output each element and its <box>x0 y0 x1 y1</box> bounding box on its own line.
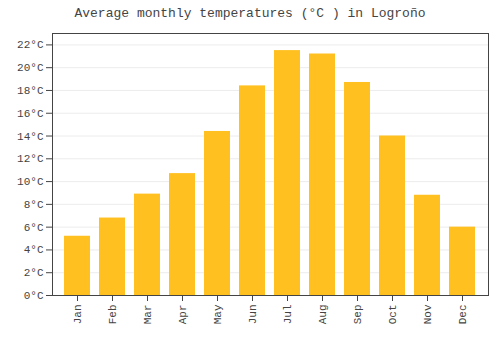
html-text:Average monthly temperatures (: Average monthly temperatures (°C ) in Lo… <box>74 6 426 21</box>
svg-text:Jul: Jul <box>282 305 294 325</box>
svg-text:Dec: Dec <box>457 305 469 325</box>
svg-text:18°C: 18°C <box>17 85 44 97</box>
svg-text:0°C: 0°C <box>24 290 44 302</box>
svg-text:Jun: Jun <box>247 305 259 325</box>
svg-text:Sep: Sep <box>352 305 364 325</box>
svg-text:Aug: Aug <box>317 305 329 325</box>
svg-text:20°C: 20°C <box>17 62 44 74</box>
svg-text:May: May <box>212 304 224 324</box>
svg-text:12°C: 12°C <box>17 153 44 165</box>
svg-text:4°C: 4°C <box>24 244 44 256</box>
svg-text:2°C: 2°C <box>24 267 44 279</box>
svg-text:Apr: Apr <box>177 305 189 325</box>
svg-text:Mar: Mar <box>142 305 154 325</box>
svg-text:22°C: 22°C <box>17 39 44 51</box>
svg-text:Oct: Oct <box>387 305 399 325</box>
svg-text:14°C: 14°C <box>17 131 44 143</box>
svg-text:6°C: 6°C <box>24 222 44 234</box>
svg-text:Feb: Feb <box>107 305 119 325</box>
svg-text:8°C: 8°C <box>24 199 44 211</box>
svg-text:10°C: 10°C <box>17 176 44 188</box>
svg-text:Jan: Jan <box>72 305 84 325</box>
svg-text:16°C: 16°C <box>17 108 44 120</box>
svg-text:Nov: Nov <box>422 304 434 324</box>
